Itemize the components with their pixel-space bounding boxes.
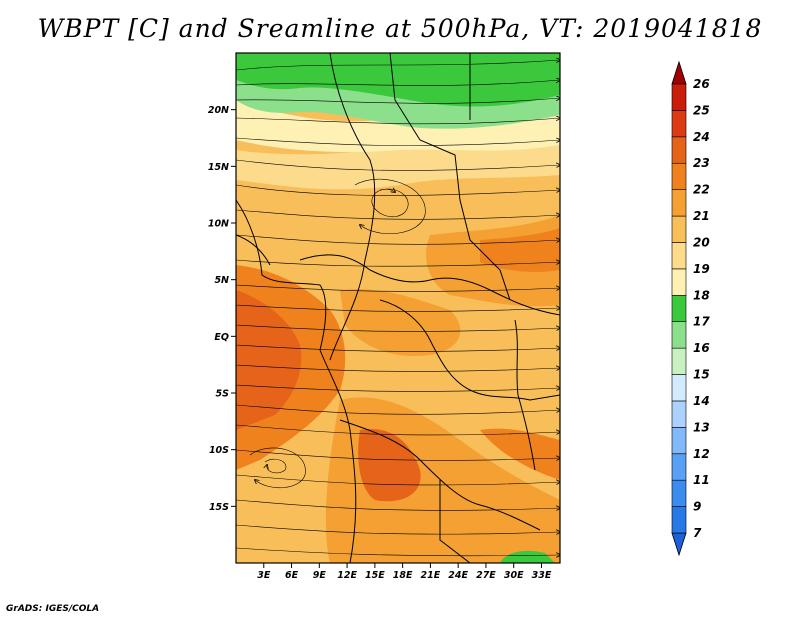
axis-labels: 20N 15N 10N 5N EQ 5S 10S 15S 3E 6E 9E 12E 15E 18E 21E 2… xyxy=(208,105,552,581)
colorbar-swatch xyxy=(671,400,687,428)
colorbar: 7 9 11 12 13 14 15 16 17 18 19 20 21 22 23 24 25 26 xyxy=(671,60,710,557)
colorbar-swatch xyxy=(671,242,687,270)
colorbar-label: 17 xyxy=(693,315,710,329)
colorbar-max-arrow xyxy=(671,60,687,85)
colorbar-label: 15 xyxy=(693,368,710,382)
colorbar-label: 14 xyxy=(693,394,710,408)
colorbar-label: 20 xyxy=(693,235,710,249)
colorbar-swatch xyxy=(671,162,687,190)
lat-label: 15N xyxy=(208,162,229,173)
colorbar-label: 16 xyxy=(693,341,710,355)
colorbar-label: 21 xyxy=(693,209,710,223)
colorbar-swatch xyxy=(671,110,687,138)
colorbar-swatch xyxy=(671,374,687,402)
lon-label: 15E xyxy=(365,570,385,581)
lon-label: 12E xyxy=(337,570,357,581)
colorbar-label: 23 xyxy=(693,156,710,170)
lat-label: 10S xyxy=(209,445,229,456)
colorbar-swatch xyxy=(671,347,687,375)
chart-title: WBPT [C] and Sreamline at 500hPa, VT: 20… xyxy=(37,14,763,43)
lat-label: 10N xyxy=(208,219,229,230)
lon-label: 27E xyxy=(476,570,496,581)
lat-label: EQ xyxy=(214,332,229,343)
wbpt-field xyxy=(236,53,560,563)
lat-label: 5N xyxy=(214,275,229,286)
lat-label: 20N xyxy=(208,105,229,116)
colorbar-swatch xyxy=(671,294,687,323)
lon-label: 3E xyxy=(257,570,271,581)
lon-label: 6E xyxy=(285,570,299,581)
colorbar-swatch xyxy=(671,453,687,481)
colorbar-swatch xyxy=(671,136,687,164)
country-borders xyxy=(236,53,560,563)
colorbar-label: 24 xyxy=(693,130,710,144)
colorbar-label: 25 xyxy=(693,103,710,117)
colorbar-label: 26 xyxy=(693,77,710,91)
colorbar-swatch xyxy=(671,268,687,296)
colorbar-swatch xyxy=(671,506,687,534)
colorbar-min-arrow xyxy=(671,532,687,557)
colorbar-label: 22 xyxy=(693,183,710,197)
colorbar-label: 9 xyxy=(693,500,701,514)
lon-label: 18E xyxy=(393,570,413,581)
lon-label: 21E xyxy=(421,570,441,581)
colorbar-label: 19 xyxy=(693,262,710,276)
map-frame xyxy=(235,52,561,564)
colorbar-label: 13 xyxy=(693,420,710,434)
colorbar-label: 11 xyxy=(693,473,710,487)
colorbar-label: 7 xyxy=(693,526,702,540)
colorbar-swatch xyxy=(671,189,687,217)
credit-label: GrADS: IGES/COLA xyxy=(6,604,100,614)
streamlines xyxy=(236,60,560,556)
lat-label: 15S xyxy=(209,502,229,513)
colorbar-swatch xyxy=(671,83,687,111)
colorbar-swatch xyxy=(671,427,687,455)
lon-label: 33E xyxy=(532,570,552,581)
colorbar-label: 12 xyxy=(693,447,710,461)
lon-label: 30E xyxy=(504,570,524,581)
lat-label: 5S xyxy=(216,389,230,400)
colorbar-swatch xyxy=(671,321,687,349)
lon-label: 9E xyxy=(313,570,327,581)
colorbar-label: 18 xyxy=(693,288,710,302)
lon-label: 24E xyxy=(448,570,468,581)
colorbar-swatch xyxy=(671,479,687,507)
colorbar-swatch xyxy=(671,215,687,243)
